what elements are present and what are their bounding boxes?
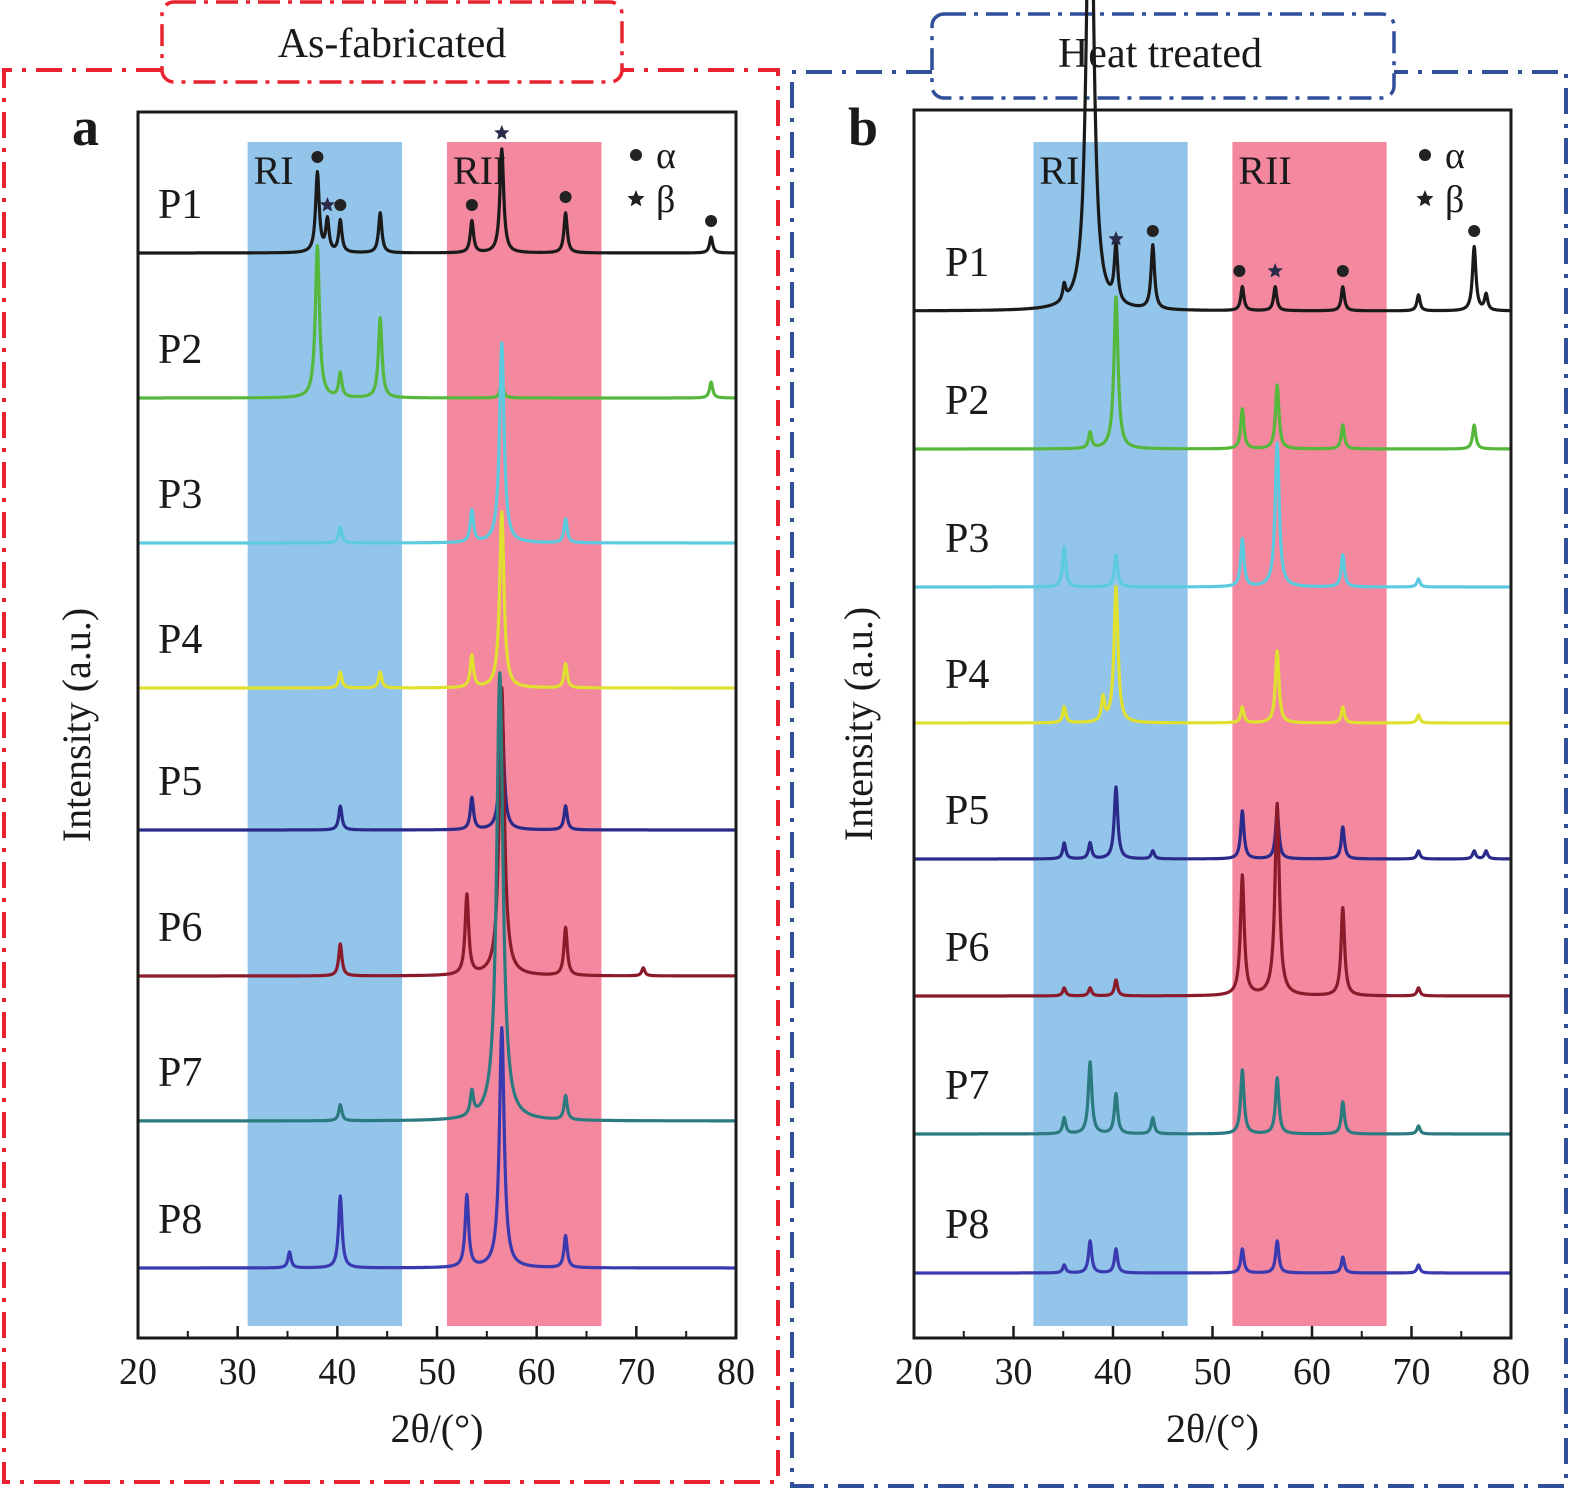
trace-label-p7: P7	[945, 1063, 989, 1109]
trace-label-p5: P5	[945, 788, 989, 834]
alpha-marker	[1233, 265, 1246, 277]
trace-p3	[912, 441, 1513, 589]
trace-label-p2: P2	[945, 378, 989, 424]
region-label-rii: RII	[453, 148, 506, 193]
trace-p3	[136, 341, 738, 545]
alpha-marker	[1468, 225, 1481, 237]
legend-label: β	[656, 179, 675, 221]
trace-label-p1: P1	[158, 182, 202, 228]
region-ri	[1033, 142, 1188, 1326]
trace-p5	[136, 700, 738, 832]
region-label-ri: RI	[1039, 148, 1079, 193]
trace-p6	[912, 801, 1513, 998]
x-tick-label: 40	[318, 1351, 356, 1393]
region-rii	[1232, 142, 1387, 1326]
panel-b: RI RII P1 P2 P3 P4 P5 P6 P7 P8 20 30 40 50 60 70 80 2θ/(°…	[836, 0, 1530, 1451]
trace-p7	[136, 671, 738, 1123]
legend-label: α	[656, 135, 676, 177]
x-axis-label: 2θ/(°)	[1166, 1406, 1259, 1451]
trace-label-p8: P8	[158, 1197, 202, 1243]
x-tick-label: 70	[617, 1351, 655, 1393]
header-heat-treated: Heat treated	[1058, 31, 1262, 77]
x-tick-label: 60	[518, 1351, 556, 1393]
trace-p6	[136, 686, 738, 978]
region-ri	[247, 142, 403, 1326]
trace-label-p7: P7	[158, 1050, 202, 1096]
legend-alpha-marker	[630, 149, 642, 161]
alpha-marker	[1146, 225, 1159, 237]
trace-label-p4: P4	[945, 652, 989, 698]
panel-letter: a	[72, 97, 99, 157]
trace-p7	[912, 1060, 1513, 1136]
beta-marker	[1267, 263, 1283, 278]
x-tick-label: 20	[119, 1351, 157, 1393]
header-as-fabricated: As-fabricated	[278, 21, 507, 67]
trace-p2	[136, 244, 738, 400]
frame-heat-treated	[790, 70, 1568, 1488]
trace-p1	[912, 0, 1513, 313]
x-tick-label: 70	[1393, 1351, 1431, 1393]
panel-a: RI RII P1 P2 P3 P4 P5 P6 P7 P8 20 30 40 50 60 70 80 2θ/(°…	[54, 97, 755, 1451]
trace-label-p5: P5	[158, 759, 202, 805]
x-tick-label: 60	[1293, 1351, 1331, 1393]
region-label-rii: RII	[1238, 148, 1291, 193]
panel-letter: b	[848, 97, 878, 157]
trace-p8	[136, 1026, 738, 1270]
y-axis-label: Intensity (a.u.)	[836, 607, 881, 841]
beta-marker	[1108, 231, 1124, 246]
trace-p2	[912, 295, 1513, 451]
trace-p5	[912, 785, 1513, 861]
trace-label-p6: P6	[945, 925, 989, 971]
trace-label-p4: P4	[158, 617, 202, 663]
legend-label: β	[1445, 179, 1464, 221]
x-tick-label: 30	[219, 1351, 257, 1393]
trace-p4	[136, 510, 738, 690]
alpha-marker	[705, 215, 718, 227]
trace-p1	[136, 147, 738, 255]
x-tick-label: 40	[1094, 1351, 1132, 1393]
x-tick-label: 30	[995, 1351, 1033, 1393]
header-box-heat-treated	[930, 12, 1396, 100]
x-tick-label: 50	[1194, 1351, 1232, 1393]
alpha-marker	[1336, 265, 1349, 277]
plot-frame	[136, 110, 738, 1340]
legend-alpha-marker	[1419, 149, 1431, 161]
legend-beta-marker	[1416, 190, 1434, 207]
alpha-marker	[334, 199, 347, 211]
beta-marker	[494, 125, 510, 140]
frame-as-fabricated	[2, 68, 780, 1484]
trace-label-p8: P8	[945, 1202, 989, 1248]
beta-marker	[319, 197, 335, 212]
legend-beta-marker	[627, 190, 645, 207]
x-axis-label: 2θ/(°)	[391, 1406, 484, 1451]
alpha-marker	[559, 191, 572, 203]
trace-label-p2: P2	[158, 327, 202, 373]
x-tick-label: 20	[895, 1351, 933, 1393]
x-tick-label: 80	[1492, 1351, 1530, 1393]
y-axis-label: Intensity (a.u.)	[54, 608, 99, 842]
trace-label-p3: P3	[945, 516, 989, 562]
x-tick-label: 50	[418, 1351, 456, 1393]
region-label-ri: RI	[254, 148, 294, 193]
trace-p4	[912, 584, 1513, 725]
trace-label-p3: P3	[158, 472, 202, 518]
legend-label: α	[1445, 135, 1465, 177]
trace-p8	[912, 1239, 1513, 1275]
trace-label-p1: P1	[945, 240, 989, 286]
alpha-marker	[311, 151, 324, 163]
region-rii	[446, 142, 602, 1326]
x-tick-label: 80	[717, 1351, 755, 1393]
header-box-as-fabricated	[160, 0, 624, 84]
alpha-marker	[465, 199, 478, 211]
trace-label-p6: P6	[158, 905, 202, 951]
